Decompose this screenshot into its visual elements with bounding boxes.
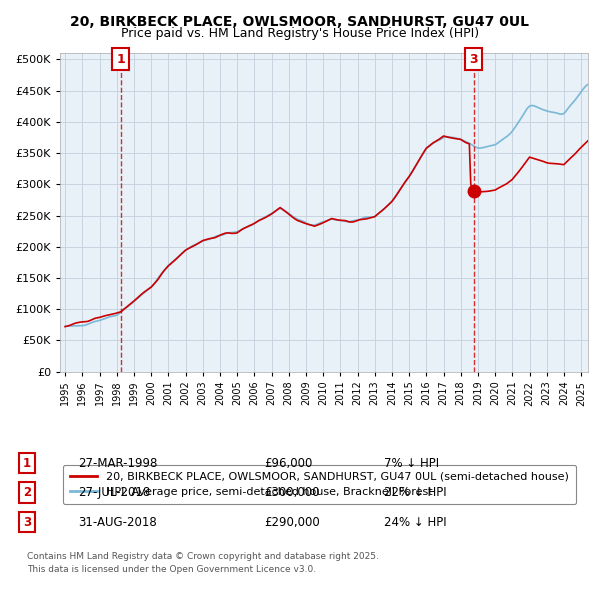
- Text: 20, BIRKBECK PLACE, OWLSMOOR, SANDHURST, GU47 0UL: 20, BIRKBECK PLACE, OWLSMOOR, SANDHURST,…: [71, 15, 530, 29]
- Text: 31-AUG-2018: 31-AUG-2018: [78, 516, 157, 529]
- Text: This data is licensed under the Open Government Licence v3.0.: This data is licensed under the Open Gov…: [27, 565, 316, 573]
- Text: 1: 1: [23, 457, 31, 470]
- Text: 7% ↓ HPI: 7% ↓ HPI: [384, 457, 439, 470]
- Text: 27-MAR-1998: 27-MAR-1998: [78, 457, 157, 470]
- Text: £300,000: £300,000: [264, 486, 320, 499]
- Text: 3: 3: [23, 516, 31, 529]
- Text: 27-JUL-2018: 27-JUL-2018: [78, 486, 150, 499]
- Text: 2: 2: [23, 486, 31, 499]
- Legend: 20, BIRKBECK PLACE, OWLSMOOR, SANDHURST, GU47 0UL (semi-detached house), HPI: Av: 20, BIRKBECK PLACE, OWLSMOOR, SANDHURST,…: [63, 465, 576, 504]
- Text: 24% ↓ HPI: 24% ↓ HPI: [384, 516, 446, 529]
- Text: £96,000: £96,000: [264, 457, 313, 470]
- Text: 3: 3: [469, 53, 478, 66]
- Text: 1: 1: [116, 53, 125, 66]
- Text: 22% ↓ HPI: 22% ↓ HPI: [384, 486, 446, 499]
- Text: Price paid vs. HM Land Registry's House Price Index (HPI): Price paid vs. HM Land Registry's House …: [121, 27, 479, 40]
- Text: £290,000: £290,000: [264, 516, 320, 529]
- Text: Contains HM Land Registry data © Crown copyright and database right 2025.: Contains HM Land Registry data © Crown c…: [27, 552, 379, 560]
